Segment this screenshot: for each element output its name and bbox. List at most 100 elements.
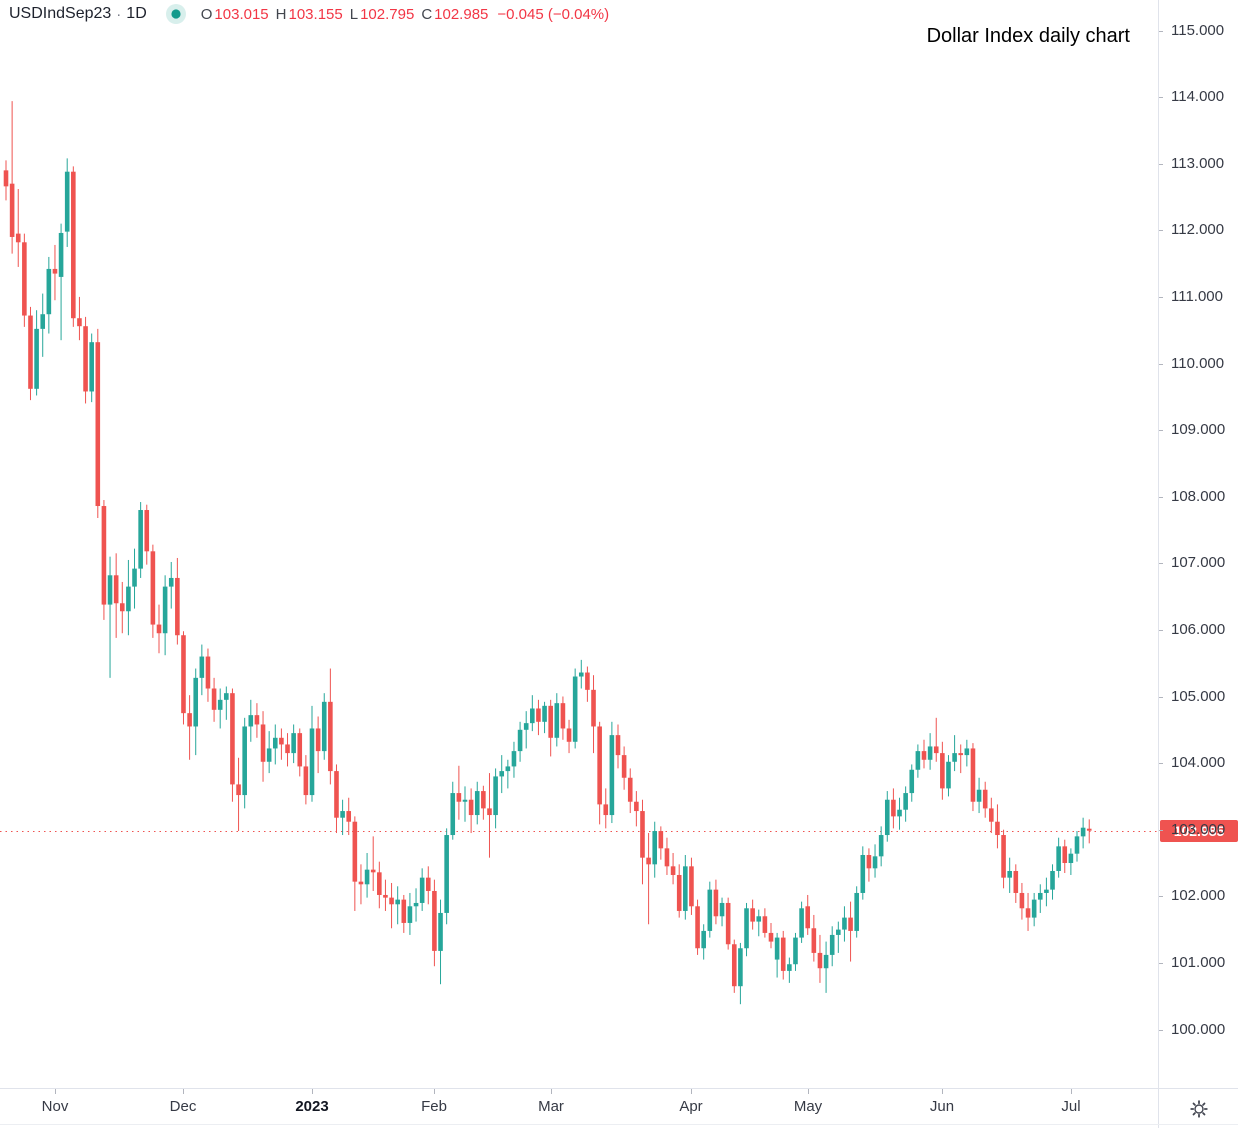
candle[interactable] — [530, 695, 535, 732]
candle[interactable] — [340, 799, 345, 836]
candle[interactable] — [138, 502, 143, 578]
candle[interactable] — [113, 553, 119, 638]
candle[interactable] — [689, 857, 694, 915]
candle[interactable] — [707, 881, 713, 938]
candle[interactable] — [187, 695, 192, 760]
candle[interactable] — [132, 548, 137, 609]
candle[interactable] — [3, 160, 9, 201]
candle[interactable] — [860, 846, 866, 900]
candle[interactable] — [597, 721, 602, 825]
candle[interactable] — [1007, 857, 1012, 893]
candle[interactable] — [52, 244, 58, 301]
candle[interactable] — [22, 233, 27, 327]
candle[interactable] — [511, 741, 517, 778]
candle[interactable] — [389, 882, 394, 929]
candle[interactable] — [34, 310, 39, 396]
candle[interactable] — [517, 721, 523, 762]
price-axis[interactable]: 102.985 115.000 114.000 113.000 112.000 111.… — [1158, 0, 1238, 1088]
candle[interactable] — [126, 559, 131, 636]
candle[interactable] — [566, 719, 572, 754]
candle[interactable] — [242, 717, 247, 809]
candle[interactable] — [230, 688, 235, 802]
candle[interactable] — [787, 957, 792, 983]
candle[interactable] — [377, 861, 382, 909]
candle[interactable] — [933, 717, 939, 762]
candle[interactable] — [419, 868, 425, 911]
candle[interactable] — [731, 939, 737, 993]
candle[interactable] — [425, 866, 431, 905]
candle[interactable] — [615, 724, 621, 769]
candle[interactable] — [621, 746, 627, 790]
candle[interactable] — [946, 755, 951, 797]
candle[interactable] — [285, 733, 290, 767]
candle[interactable] — [401, 894, 407, 933]
candle[interactable] — [150, 544, 156, 638]
candle[interactable] — [468, 788, 474, 834]
candle[interactable] — [77, 296, 82, 341]
candle[interactable] — [248, 699, 254, 742]
candle[interactable] — [328, 668, 333, 785]
candle[interactable] — [71, 166, 76, 327]
candle[interactable] — [768, 922, 774, 949]
candle[interactable] — [493, 768, 498, 829]
candle[interactable] — [260, 711, 266, 782]
candle[interactable] — [358, 864, 364, 905]
settings-gear-button[interactable] — [1188, 1098, 1210, 1120]
candle[interactable] — [168, 561, 174, 609]
candle[interactable] — [193, 668, 199, 756]
candle[interactable] — [352, 816, 358, 911]
candle[interactable] — [811, 914, 817, 962]
candle[interactable] — [805, 894, 811, 935]
candle[interactable] — [750, 899, 755, 930]
candle[interactable] — [1013, 864, 1019, 903]
candle[interactable] — [450, 781, 456, 840]
series-visibility-icon[interactable] — [165, 3, 187, 25]
candle[interactable] — [64, 158, 70, 247]
candle[interactable] — [909, 764, 915, 802]
candle[interactable] — [670, 853, 676, 885]
candle[interactable] — [793, 932, 798, 971]
candle[interactable] — [695, 899, 700, 955]
candle[interactable] — [364, 853, 370, 898]
candle[interactable] — [383, 879, 388, 911]
candle[interactable] — [1044, 877, 1049, 907]
candle[interactable] — [462, 786, 468, 822]
candle[interactable] — [46, 256, 52, 334]
candle[interactable] — [175, 557, 180, 645]
candle[interactable] — [952, 735, 957, 772]
candle[interactable] — [658, 826, 664, 860]
candle[interactable] — [823, 941, 829, 993]
candle[interactable] — [58, 223, 64, 341]
candle[interactable] — [119, 581, 125, 634]
candle[interactable] — [481, 785, 486, 820]
candle[interactable] — [254, 703, 260, 738]
candle[interactable] — [89, 333, 94, 403]
candle[interactable] — [866, 848, 872, 882]
candle[interactable] — [578, 659, 584, 689]
candle[interactable] — [536, 699, 541, 736]
candle[interactable] — [627, 768, 633, 814]
candle[interactable] — [799, 901, 804, 943]
candle[interactable] — [713, 879, 719, 925]
candle[interactable] — [989, 797, 994, 834]
candle[interactable] — [603, 788, 609, 829]
candle[interactable] — [609, 721, 615, 824]
candle[interactable] — [1019, 882, 1025, 920]
candle[interactable] — [719, 897, 725, 927]
candle[interactable] — [309, 705, 315, 802]
candle[interactable] — [854, 886, 859, 938]
candle[interactable] — [101, 500, 107, 620]
candle[interactable] — [1056, 837, 1061, 878]
candle[interactable] — [291, 724, 296, 764]
candle[interactable] — [995, 804, 1000, 849]
candle[interactable] — [266, 731, 272, 774]
candle[interactable] — [774, 932, 780, 978]
candle[interactable] — [572, 668, 578, 749]
candle[interactable] — [181, 631, 186, 725]
candle[interactable] — [897, 797, 902, 830]
candle[interactable] — [940, 741, 945, 800]
candle[interactable] — [921, 739, 927, 769]
candle[interactable] — [413, 888, 419, 922]
candle[interactable] — [701, 924, 706, 960]
candle[interactable] — [444, 828, 449, 925]
